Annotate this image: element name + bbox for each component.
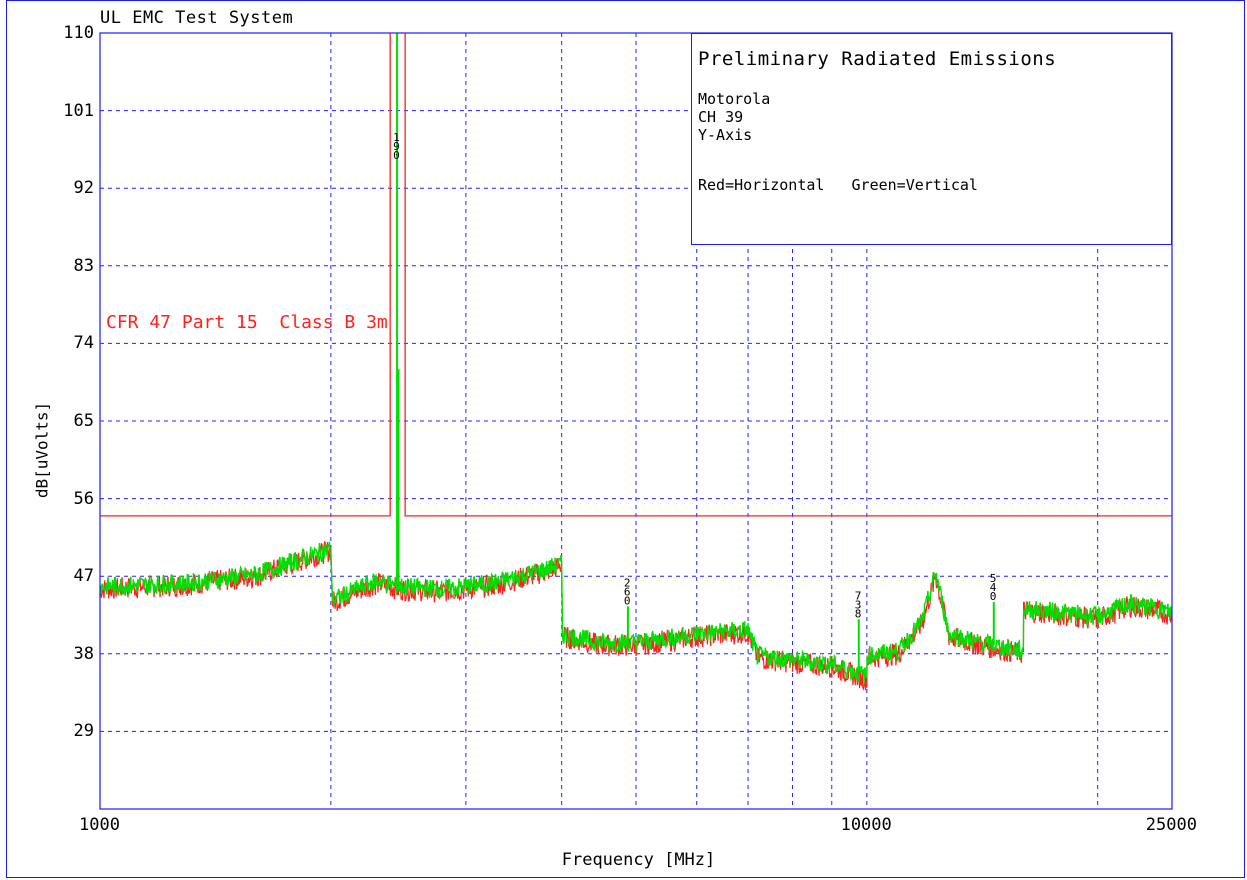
legend-line-axis: Y-Axis [698,126,753,144]
chart-frame [6,0,1245,878]
y-tick-label: 65 [73,411,94,431]
peak-marker-label: 8 [855,607,862,620]
series-vertical [99,541,1173,685]
peak-marker-label: 5 [990,572,997,585]
legend-title: Preliminary Radiated Emissions [698,48,1057,70]
y-tick-label: 38 [73,643,94,664]
x-tick-label: 1000 [79,815,120,835]
y-tick-label: 47 [73,566,94,587]
y-tick-label: 83 [73,255,94,276]
system-title: UL EMC Test System [100,8,294,28]
legend-line-channel: CH 39 [698,108,744,126]
peak-marker-label: 0 [990,590,997,603]
data-series [99,541,1173,691]
peak-marker-label: 6 [624,585,631,598]
limit-line-path [100,33,1172,517]
x-axis-label: Frequency [MHz] [561,850,716,870]
y-tick-label: 74 [73,333,94,354]
peak-marker-label: 7 [855,589,862,602]
y-tick-label: 101 [63,100,94,121]
peak-marker-label: 2 [624,576,631,589]
peak-marker-label: 9 [393,140,400,153]
y-axis-label: dB[uVolts] [32,401,52,499]
peak-marker-label: 0 [624,594,631,607]
y-tick-label: 29 [73,721,94,742]
peak-marker-label: 1 [393,131,400,144]
peak-marker-label: 3 [855,598,862,611]
y-tick-label: 110 [63,23,94,43]
peak-marker-label: 4 [990,581,997,594]
legend-line-manufacturer: Motorola [698,90,771,108]
legend-box: Preliminary Radiated Emissions Motorola … [691,33,1172,245]
limit-line-label: CFR 47 Part 15 Class B 3m [106,312,388,333]
legend-colors-note: Red=Horizontal Green=Vertical [698,176,978,194]
peak-marker-label: 0 [393,149,400,162]
x-tick-label: 25000 [1145,815,1197,835]
limit-line [100,33,1172,517]
plot-area-border [99,32,1173,810]
y-tick-label: 92 [73,178,94,199]
x-tick-label: 10000 [840,815,892,835]
y-tick-label: 56 [73,488,94,509]
